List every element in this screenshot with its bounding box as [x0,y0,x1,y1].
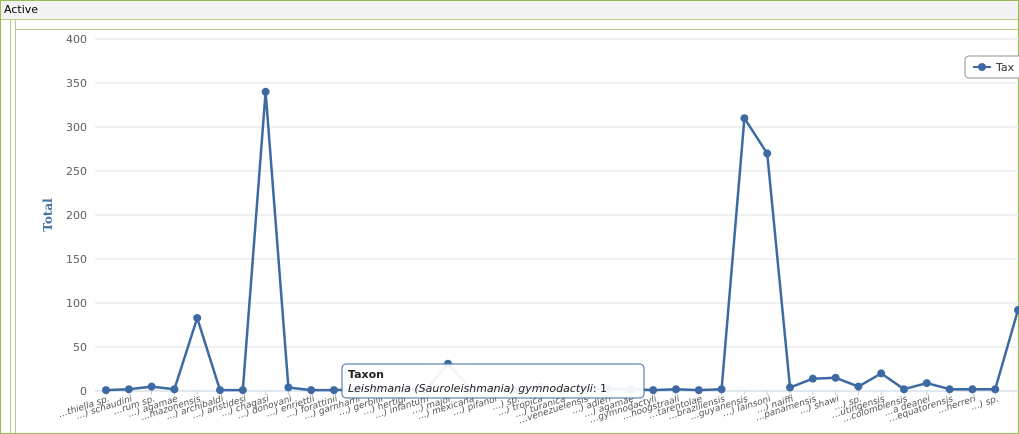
panel-header: Active [1,1,1018,20]
data-point[interactable] [808,374,817,383]
data-point[interactable] [831,373,840,382]
data-point[interactable] [786,383,794,392]
data-point[interactable] [261,87,270,96]
panel-title: Active [4,3,39,16]
data-point[interactable] [193,313,202,322]
tooltip: Taxon Leishmania (Sauroleishmania) gymno… [341,363,645,399]
data-point[interactable] [124,385,133,394]
data-point[interactable] [740,114,749,123]
tooltip-series-label: Leishmania (Sauroleishmania) gymnodactyl… [348,382,593,395]
data-point[interactable] [238,386,247,395]
data-point[interactable] [147,382,156,391]
data-point[interactable] [1014,306,1019,315]
data-point[interactable] [854,382,863,391]
data-point[interactable] [900,385,908,394]
y-tick-label: 300 [66,121,87,134]
data-point[interactable] [945,385,954,394]
data-point[interactable] [968,385,977,394]
y-tick-label: 50 [73,341,87,354]
y-tick-label: 250 [66,165,87,178]
series-line [105,90,1019,392]
data-point[interactable] [216,386,224,395]
data-point[interactable] [102,386,110,395]
data-point[interactable] [991,385,1000,394]
y-tick-label: 400 [66,33,87,46]
y-axis-label: Total [41,198,55,232]
data-point[interactable] [922,379,931,388]
y-tick-label: 350 [66,77,87,90]
tooltip-box [341,363,645,399]
panel-divider [10,20,11,433]
legend-item-label: Tax [995,61,1015,74]
panel-divider [15,20,16,433]
data-point[interactable] [330,386,338,395]
y-axis-ticks: 0 50 100 150 200 250 300 350 400 [66,33,87,398]
grid-lines [95,38,1019,348]
tooltip-body: Leishmania (Sauroleishmania) gymnodactyl… [348,382,607,395]
legend-swatch-marker [978,63,986,71]
data-point[interactable] [307,386,316,395]
data-point[interactable] [672,385,680,394]
y-tick-label: 150 [66,253,87,266]
legend[interactable]: Tax [964,55,1019,79]
tooltip-value: 1 [600,382,607,395]
x-axis-category-labels: …thiella sp.…) schaudini…rum sp.…) agama… [58,394,1001,426]
data-point[interactable] [649,386,658,395]
legend-box [964,55,1019,79]
y-tick-label: 0 [80,385,87,398]
data-point[interactable] [694,386,703,395]
tooltip-title: Taxon [348,368,384,381]
data-point[interactable] [877,369,886,378]
data-point[interactable] [763,149,772,158]
panel-divider [15,29,1018,30]
y-tick-label: 100 [66,297,87,310]
data-point[interactable] [170,385,179,394]
data-point[interactable] [717,385,726,394]
y-tick-label: 200 [66,209,87,222]
series-points[interactable] [102,87,1019,395]
data-point[interactable] [284,383,293,392]
